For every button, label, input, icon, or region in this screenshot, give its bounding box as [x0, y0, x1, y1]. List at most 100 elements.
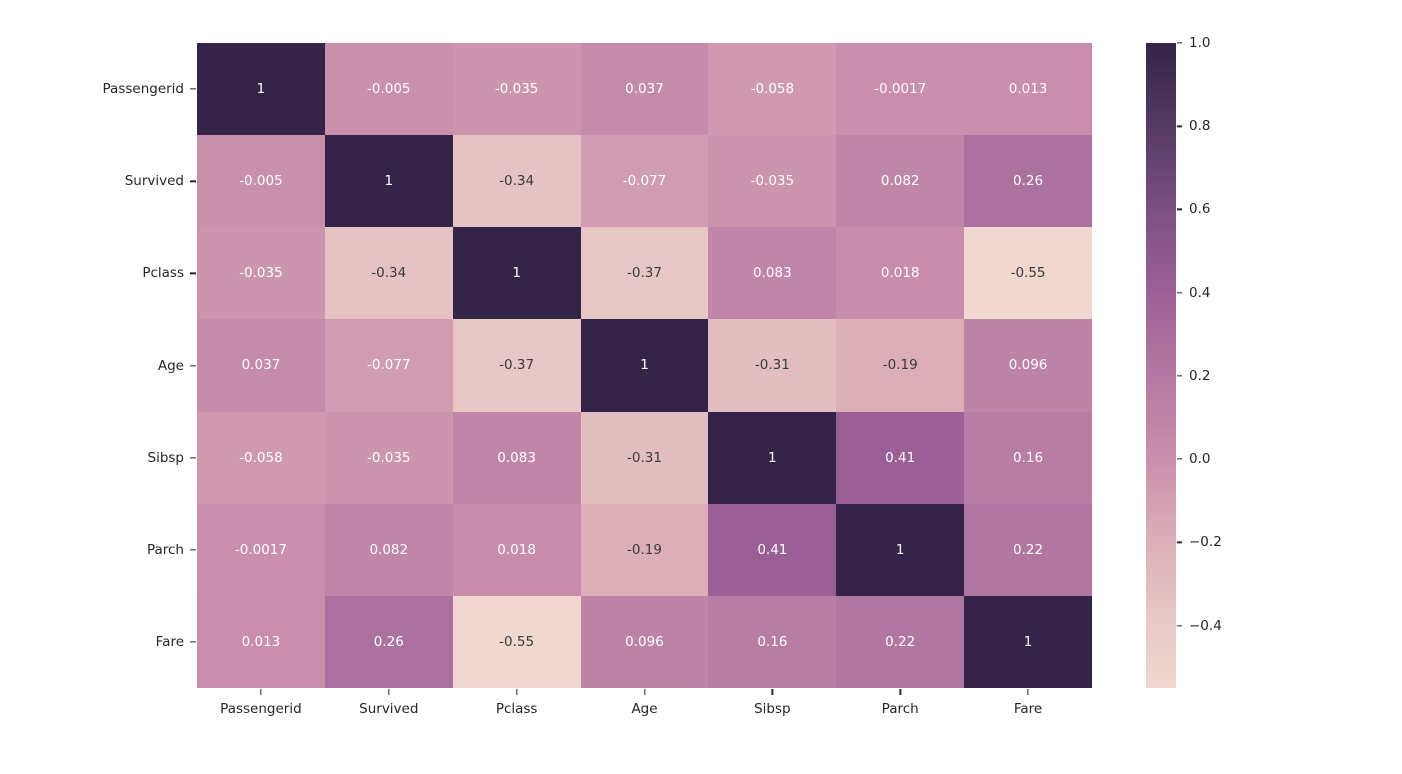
cell-value: 1 [1023, 633, 1033, 650]
heatmap-cell-Fare-Survived: 0.26 [324, 595, 453, 688]
heatmap-cell-Parch-Passengerid: -0.0017 [197, 503, 325, 596]
cell-value: 0.41 [757, 541, 788, 558]
y-tick-label-Parch: Parch [146, 541, 184, 558]
heatmap-cell-Passengerid-Sibsp: -0.058 [708, 43, 837, 136]
colorbar-tick-label--0.2: −0.2 [1189, 534, 1222, 551]
heatmap-cell-Sibsp-Parch: 0.41 [836, 411, 965, 504]
cell-value: -0.19 [882, 357, 918, 374]
cell-value: -0.035 [239, 265, 283, 282]
cell-value: 0.096 [1008, 357, 1048, 374]
y-tick-mark [190, 549, 196, 551]
heatmap-cell-Parch-Survived: 0.082 [324, 503, 453, 596]
y-tick-label-Survived: Survived [124, 173, 184, 190]
cell-value: -0.058 [239, 449, 283, 466]
heatmap-cell-Sibsp-Fare: 0.16 [964, 411, 1092, 504]
cell-value: -0.55 [1010, 265, 1046, 282]
heatmap-cell-Passengerid-Parch: -0.0017 [836, 43, 965, 136]
heatmap-cell-Passengerid-Fare: 0.013 [964, 43, 1092, 136]
cell-value: -0.31 [627, 449, 662, 466]
heatmap-cell-Fare-Age: 0.096 [580, 595, 709, 688]
heatmap-grid: 1 -0.005 -0.035 0.037 -0.058 -0.0017 0.013 -0.0… [197, 43, 1092, 688]
x-tick-label-Pclass: Pclass [495, 701, 538, 717]
cell-value: -0.37 [499, 357, 535, 374]
heatmap-cell-Parch-Sibsp: 0.41 [708, 503, 837, 596]
colorbar-tick-label--0.4: −0.4 [1189, 617, 1222, 634]
y-tick-mark [190, 364, 196, 367]
colorbar [1146, 43, 1176, 688]
cell-value: 0.082 [880, 173, 920, 190]
x-tick-label-Passengerid: Passengerid [220, 701, 302, 717]
y-tick-label-Passengerid: Passengerid [102, 81, 184, 98]
heatmap-cell-Sibsp-Passengerid: -0.058 [197, 411, 325, 504]
heatmap-cell-Survived-Sibsp: -0.035 [708, 135, 837, 228]
heatmap-cell-Fare-Pclass: -0.55 [452, 595, 581, 688]
y-tick-mark [190, 456, 196, 459]
y-tick-mark [190, 88, 196, 90]
heatmap-cell-Fare-Sibsp: 0.16 [708, 595, 837, 688]
heatmap-cell-Sibsp-Sibsp: 1 [708, 411, 837, 504]
x-tick-label-Fare: Fare [1013, 701, 1043, 717]
heatmap-cell-Pclass-Fare: -0.55 [964, 227, 1092, 320]
heatmap-cell-Age-Parch: -0.19 [836, 319, 965, 412]
heatmap-cell-Sibsp-Pclass: 0.083 [452, 411, 581, 504]
heatmap-cell-Age-Pclass: -0.37 [452, 319, 581, 412]
cell-value: 0.018 [497, 541, 536, 558]
y-tick-mark [190, 180, 196, 182]
y-tick-mark [190, 272, 196, 274]
cell-value: -0.005 [239, 173, 283, 190]
heatmap-cell-Survived-Age: -0.077 [580, 135, 709, 228]
x-tick-mark [899, 689, 901, 695]
cell-value: -0.035 [494, 81, 539, 98]
x-tick-mark [388, 689, 390, 695]
cell-value: -0.035 [367, 449, 411, 466]
cell-value: -0.19 [627, 541, 662, 558]
heatmap-cell-Fare-Fare: 1 [964, 595, 1092, 688]
colorbar-tick-label-0.8: 0.8 [1189, 118, 1211, 135]
heatmap-cell-Pclass-Parch: 0.018 [836, 227, 965, 320]
cell-value: 0.22 [1013, 541, 1044, 558]
x-tick-label-Parch: Parch [881, 701, 919, 717]
cell-value: -0.55 [499, 633, 535, 650]
heatmap-cell-Pclass-Age: -0.37 [580, 227, 709, 320]
colorbar-tick-label-0: 0.0 [1189, 451, 1211, 468]
y-tick-label-Fare: Fare [155, 633, 184, 650]
heatmap-cell-Age-Sibsp: -0.31 [708, 319, 837, 412]
heatmap-cell-Parch-Pclass: 0.018 [452, 503, 581, 596]
heatmap-cell-Sibsp-Survived: -0.035 [324, 411, 453, 504]
heatmap-cell-Passengerid-Age: 0.037 [580, 43, 709, 136]
x-tick-mark [515, 689, 518, 695]
cell-value: 0.096 [625, 633, 664, 650]
heatmap-cell-Pclass-Sibsp: 0.083 [708, 227, 837, 320]
heatmap-cell-Age-Age: 1 [580, 319, 709, 412]
cell-value: -0.37 [627, 265, 662, 282]
cell-value: 0.082 [369, 541, 409, 558]
cell-value: 0.22 [885, 633, 916, 650]
cell-value: -0.058 [750, 81, 795, 98]
x-tick-label-Survived: Survived [359, 701, 419, 717]
colorbar-tick-mark [1177, 125, 1182, 127]
cell-value: 0.26 [1013, 173, 1044, 190]
colorbar-tick-mark [1177, 42, 1182, 44]
cell-value: -0.077 [622, 173, 667, 190]
heatmap-cell-Passengerid-Survived: -0.005 [324, 43, 453, 136]
heatmap-cell-Survived-Parch: 0.082 [836, 135, 965, 228]
heatmap-cell-Passengerid-Pclass: -0.035 [452, 43, 581, 136]
colorbar-tick-mark [1177, 541, 1182, 543]
cell-value: 0.083 [497, 449, 536, 466]
heatmap-cell-Age-Survived: -0.077 [324, 319, 453, 412]
cell-value: -0.34 [499, 173, 535, 190]
heatmap-cell-Fare-Parch: 0.22 [836, 595, 965, 688]
x-tick-mark [771, 689, 773, 695]
heatmap-cell-Survived-Passengerid: -0.005 [197, 135, 325, 228]
heatmap-cell-Age-Fare: 0.096 [964, 319, 1092, 412]
heatmap-cell-Age-Passengerid: 0.037 [197, 319, 325, 412]
colorbar-tick-mark [1177, 208, 1182, 211]
heatmap-cell-Parch-Fare: 0.22 [964, 503, 1092, 596]
heatmap-cell-Sibsp-Age: -0.31 [580, 411, 709, 504]
x-tick-mark [643, 689, 646, 695]
cell-value: -0.31 [754, 357, 790, 374]
colorbar-tick-label-0.6: 0.6 [1189, 201, 1211, 218]
cell-value: 1 [895, 541, 905, 558]
cell-value: 1 [384, 173, 394, 190]
